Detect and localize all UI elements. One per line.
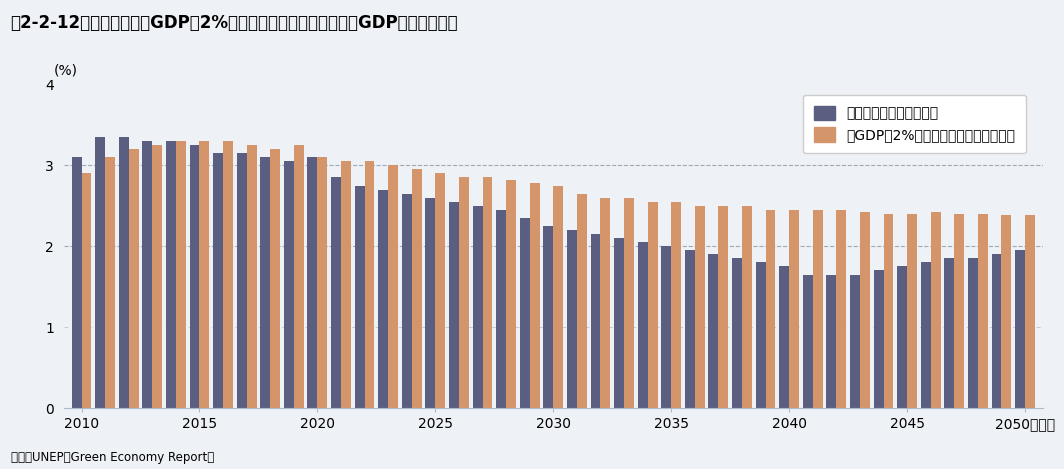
Bar: [766, 210, 776, 408]
Bar: [920, 263, 931, 408]
Bar: [482, 177, 493, 408]
Bar: [718, 206, 728, 408]
Bar: [472, 206, 482, 408]
Bar: [143, 141, 152, 408]
Bar: [82, 174, 92, 408]
Bar: [1025, 215, 1035, 408]
Bar: [709, 254, 718, 408]
Bar: [625, 198, 634, 408]
Legend: 現行の政策を続けた場合, 年GDPの2%を環境対策に投資した場合: 現行の政策を続けた場合, 年GDPの2%を環境対策に投資した場合: [803, 95, 1026, 153]
Bar: [803, 274, 813, 408]
Bar: [695, 206, 704, 408]
Bar: [836, 210, 846, 408]
Bar: [223, 141, 233, 408]
Bar: [261, 157, 270, 408]
Bar: [685, 250, 695, 408]
Bar: [897, 266, 908, 408]
Bar: [883, 214, 894, 408]
Bar: [119, 137, 129, 408]
Bar: [95, 137, 105, 408]
Bar: [213, 153, 223, 408]
Bar: [954, 214, 964, 408]
Bar: [544, 226, 553, 408]
Bar: [426, 198, 435, 408]
Bar: [412, 169, 421, 408]
Bar: [968, 258, 978, 408]
Bar: [637, 242, 648, 408]
Bar: [166, 141, 176, 408]
Bar: [945, 258, 954, 408]
Bar: [388, 166, 398, 408]
Bar: [742, 206, 752, 408]
Bar: [671, 202, 681, 408]
Bar: [129, 149, 138, 408]
Bar: [850, 274, 860, 408]
Bar: [789, 210, 799, 408]
Bar: [755, 263, 766, 408]
Bar: [874, 271, 883, 408]
Bar: [365, 161, 375, 408]
Bar: [614, 238, 625, 408]
Bar: [908, 214, 917, 408]
Text: 資料：UNEP「Green Economy Report」: 資料：UNEP「Green Economy Report」: [11, 451, 214, 464]
Bar: [189, 145, 199, 408]
Bar: [662, 246, 671, 408]
Bar: [978, 214, 987, 408]
Bar: [176, 141, 186, 408]
Bar: [520, 218, 530, 408]
Text: (%): (%): [54, 64, 78, 78]
Bar: [105, 157, 115, 408]
Bar: [496, 210, 506, 408]
Bar: [270, 149, 280, 408]
Bar: [506, 180, 516, 408]
Bar: [577, 194, 586, 408]
Bar: [931, 212, 941, 408]
Bar: [236, 153, 247, 408]
Bar: [317, 157, 328, 408]
Bar: [331, 177, 340, 408]
Bar: [567, 230, 577, 408]
Bar: [553, 186, 563, 408]
Bar: [459, 177, 469, 408]
Bar: [307, 157, 317, 408]
Text: 図2-2-12　環境対策に年GDPの2%を投資した場合の世界全体のGDP成長率の予測: 図2-2-12 環境対策に年GDPの2%を投資した場合の世界全体のGDP成長率の…: [11, 14, 459, 32]
Bar: [648, 202, 658, 408]
Bar: [600, 198, 611, 408]
Bar: [813, 210, 822, 408]
Bar: [779, 266, 789, 408]
Bar: [379, 189, 388, 408]
Bar: [435, 174, 445, 408]
Bar: [247, 145, 256, 408]
Bar: [449, 202, 459, 408]
Bar: [530, 183, 539, 408]
Bar: [992, 254, 1001, 408]
Bar: [827, 274, 836, 408]
Bar: [591, 234, 600, 408]
Bar: [1001, 215, 1012, 408]
Bar: [71, 157, 82, 408]
Bar: [732, 258, 742, 408]
Bar: [199, 141, 210, 408]
Bar: [1015, 250, 1025, 408]
Bar: [340, 161, 351, 408]
Bar: [152, 145, 162, 408]
Bar: [402, 194, 412, 408]
Bar: [284, 161, 294, 408]
Bar: [860, 212, 870, 408]
Bar: [354, 186, 365, 408]
Bar: [294, 145, 303, 408]
